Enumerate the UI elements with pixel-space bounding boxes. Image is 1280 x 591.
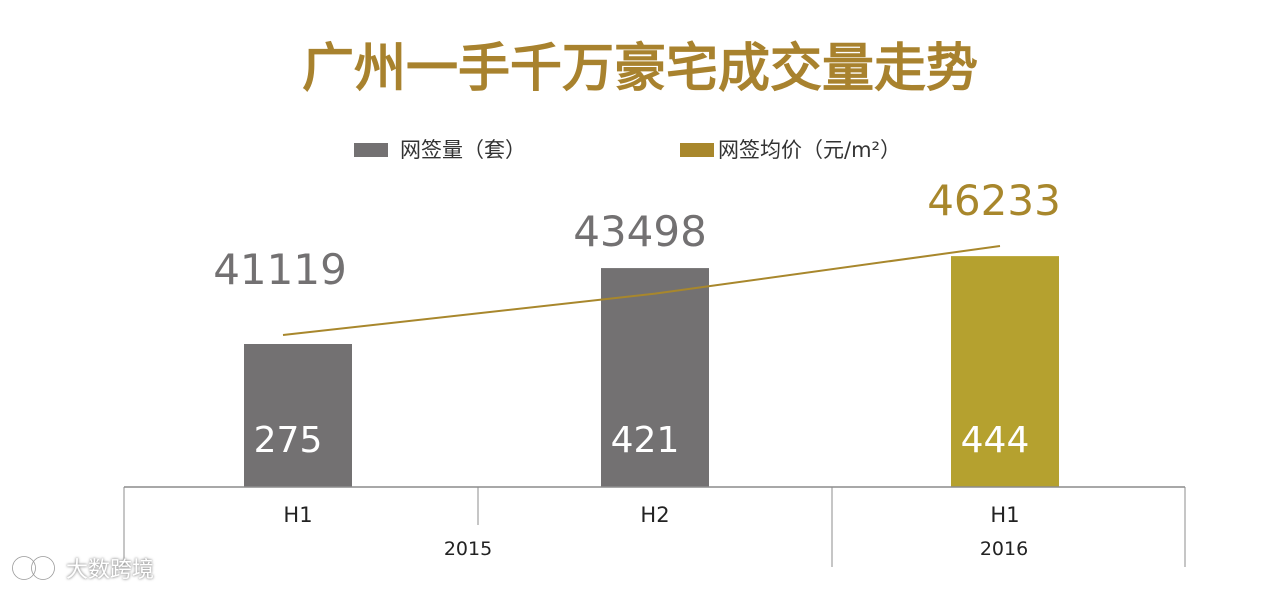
bars-layer	[244, 256, 1059, 487]
x-tick-label-2: H1	[990, 503, 1019, 527]
price-line	[282, 245, 1001, 336]
x-tick-label-0: H1	[283, 503, 312, 527]
bar-volume-1	[601, 268, 709, 487]
legend-label-volume: 网签量（套）	[400, 138, 526, 162]
x-group-label-0: 2015	[444, 538, 492, 560]
price-value-label-1: 43498	[573, 207, 707, 256]
legend-label-price: 网签均价（元/m²）	[718, 138, 901, 162]
legend-swatch-price	[680, 143, 714, 157]
watermark-logo-icon	[12, 556, 55, 580]
legend: 网签量（套） 网签均价（元/m²）	[354, 138, 901, 162]
legend-swatch-volume	[354, 143, 388, 157]
bar-value-label-2: 444	[961, 420, 1030, 461]
watermark-text: 大数跨境	[66, 558, 155, 583]
watermark: 大数跨境	[10, 552, 154, 584]
x-tick-label-1: H2	[640, 503, 669, 527]
x-group-label-1: 2016	[980, 538, 1028, 560]
price-value-label-2: 46233	[927, 176, 1061, 225]
x-axis: H1 H2 H1 2015 2016	[123, 486, 1186, 567]
bar-value-label-0: 275	[254, 420, 323, 461]
price-value-label-0: 41119	[213, 245, 347, 294]
data-labels-layer: 275 421 444 41119 43498 46233	[213, 176, 1061, 461]
bar-value-label-1: 421	[611, 420, 680, 461]
bar-volume-2	[951, 256, 1059, 487]
chart-title: 广州一手千万豪宅成交量走势	[302, 39, 978, 99]
bar-volume-0	[244, 344, 352, 487]
price-line-layer	[282, 245, 1001, 336]
